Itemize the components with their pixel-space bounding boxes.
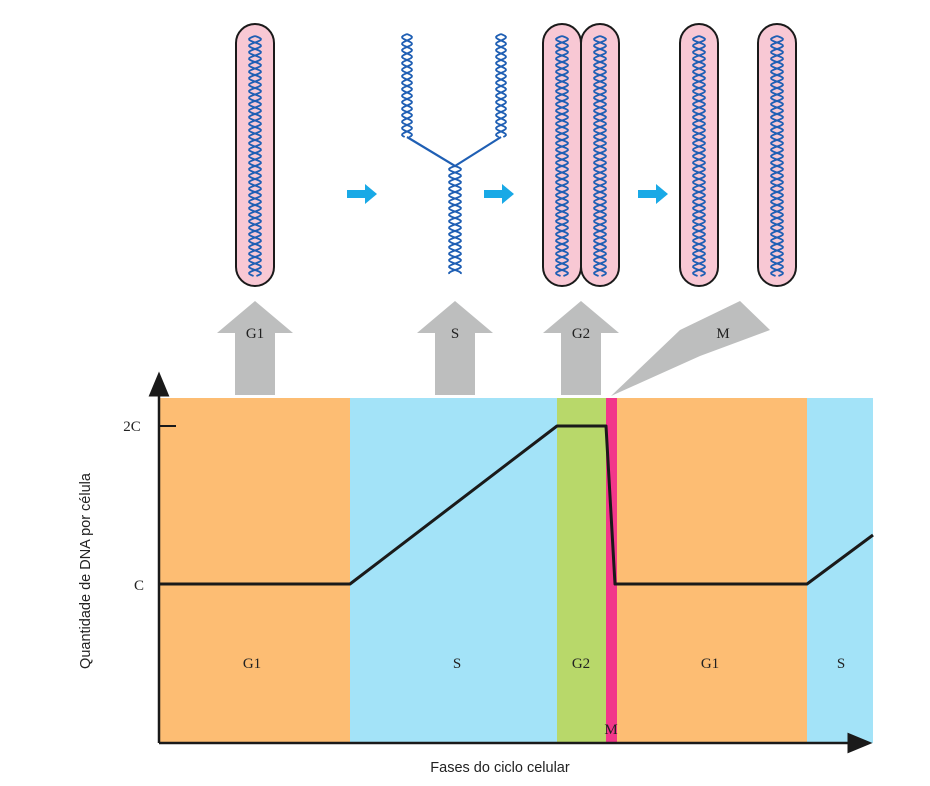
band-g1 [159,398,350,743]
dna-helix [692,35,706,277]
band-labels: G1 S G2 M G1 S [243,656,845,738]
phase-callout-arrows: G1 S G2 M [217,301,770,396]
dna-helix [401,33,413,138]
band-s-second [807,398,873,743]
callout-g2: G2 [543,301,619,395]
callout-label-g2: G2 [572,326,590,342]
x-axis-title: Fases do ciclo celular [430,760,570,776]
band-g2 [557,398,606,743]
step-arrow-1 [347,184,377,204]
band-label-s: S [453,656,461,672]
callout-s: S [417,301,493,395]
separated-chromosomes-m [679,23,797,287]
dna-replication-fork [401,33,507,275]
phase-bands [159,398,873,743]
y-tick-label-2c: 2C [123,419,141,435]
sister-chromatids-g2 [542,23,620,287]
step-arrow-2 [484,184,514,204]
callout-label-g1: G1 [246,326,264,342]
band-label-g1: G1 [243,656,261,672]
band-label-m: M [604,722,617,738]
band-s [350,398,557,743]
dna-helix [248,35,262,277]
y-axis-title: Quantidade de DNA por célula [78,472,94,669]
dna-helix [448,165,462,275]
callout-g1: G1 [217,301,293,395]
dna-helix [495,33,507,138]
callout-label-m: M [716,326,729,342]
band-label-g1-second: G1 [701,656,719,672]
step-arrow-3 [638,184,668,204]
band-m [606,398,617,743]
callout-label-s: S [451,326,459,342]
y-tick-label-c: C [134,578,144,594]
dna-quantity-line [159,424,874,586]
band-label-s-second: S [837,656,845,672]
band-g1-second [617,398,807,743]
band-label-g2: G2 [572,656,590,672]
dna-helix [770,35,784,277]
step-arrows [347,184,668,204]
dna-helix [593,35,607,277]
callout-m: M [611,301,770,396]
dna-helix [555,35,569,277]
chromosome-g1 [235,23,275,287]
